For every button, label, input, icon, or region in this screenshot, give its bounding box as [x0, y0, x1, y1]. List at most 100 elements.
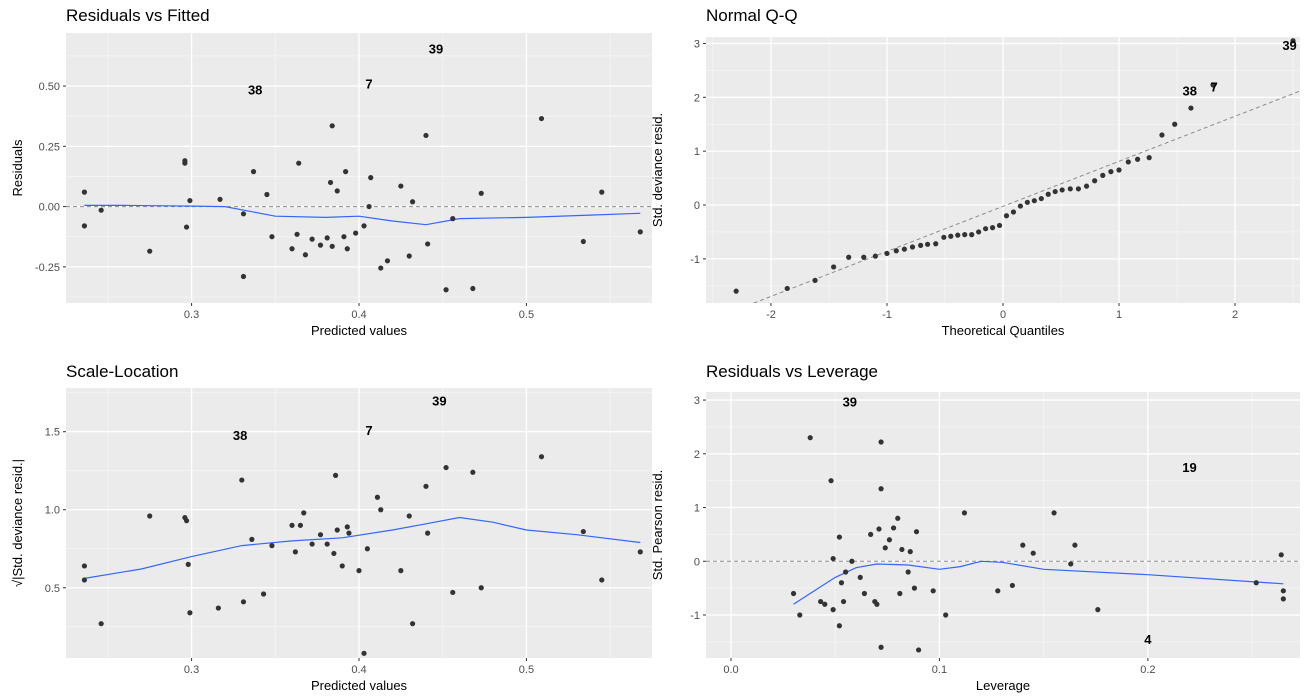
data-point: [843, 569, 849, 575]
data-point: [309, 236, 315, 242]
y-tick-label: 0: [694, 200, 700, 212]
data-point: [217, 196, 223, 202]
data-point: [840, 598, 847, 605]
data-point: [309, 541, 315, 547]
data-point: [378, 507, 384, 513]
data-point: [240, 599, 247, 605]
smooth-line: [84, 516, 641, 579]
data-point: [425, 530, 431, 536]
data-point: [249, 536, 255, 542]
data-point: [324, 235, 330, 241]
data-point: [1280, 588, 1286, 594]
data-point: [874, 601, 880, 607]
panel-2: 0.3 0.4 0.5 0.5 1.0 1.5 39 38 7 Predicted values √…: [10, 388, 652, 693]
data-point: [976, 229, 982, 235]
data-point: [260, 591, 267, 597]
data-point: [930, 588, 936, 594]
x-tick-label: 0.4: [351, 309, 366, 321]
data-point: [331, 550, 337, 557]
data-point: [339, 563, 345, 569]
data-point: [317, 532, 324, 538]
data-point: [81, 223, 88, 229]
data-point: [831, 264, 837, 270]
data-point: [353, 230, 359, 236]
data-point: [790, 590, 797, 597]
data-point: [1045, 191, 1051, 197]
qq-reference-line: [752, 90, 1300, 303]
y-tick-label: 0.00: [39, 202, 60, 214]
data-point: [907, 549, 913, 555]
data-point: [329, 243, 335, 249]
data-point: [797, 612, 803, 618]
data-point: [398, 568, 404, 574]
data-point: [289, 246, 295, 252]
smooth-line: [84, 204, 641, 226]
data-point: [344, 246, 350, 252]
point-label: 7: [1211, 80, 1218, 95]
data-point: [909, 244, 916, 250]
point-label: 39: [1282, 38, 1296, 53]
data-point: [269, 543, 275, 549]
y-tick-label: 2: [694, 449, 700, 461]
data-point: [361, 650, 367, 656]
point-label: 39: [843, 395, 857, 410]
data-point: [1052, 188, 1058, 195]
data-point: [962, 232, 968, 238]
data-point: [98, 621, 104, 627]
data-point: [147, 248, 153, 254]
panel-3: 0.0 0.1 0.2 -1 0 1 2 3 39 19 4 Leverage Std. Pearson…: [650, 392, 1300, 693]
data-point: [240, 211, 247, 217]
data-point: [443, 464, 449, 471]
data-point: [948, 233, 954, 239]
data-point: [296, 160, 302, 166]
data-point: [836, 534, 842, 540]
data-point: [187, 197, 193, 204]
data-point: [324, 541, 330, 547]
data-point: [895, 515, 901, 521]
data-point: [1092, 178, 1098, 184]
data-point: [1020, 542, 1026, 548]
data-point: [327, 179, 334, 186]
data-point: [185, 561, 191, 567]
data-point: [849, 558, 855, 564]
data-point: [289, 522, 295, 528]
y-tick-label: 0.50: [39, 81, 60, 93]
data-point: [830, 607, 836, 613]
data-point: [1030, 550, 1036, 556]
data-point: [580, 528, 586, 535]
data-point: [961, 510, 968, 516]
data-point: [996, 222, 1003, 229]
y-tick-label: 2: [694, 92, 700, 104]
data-point: [876, 526, 882, 532]
data-point: [302, 252, 309, 258]
data-point: [374, 494, 381, 500]
data-point: [995, 588, 1001, 594]
data-point: [1068, 561, 1074, 567]
data-point: [878, 644, 884, 650]
data-point: [1134, 156, 1141, 162]
data-point: [364, 546, 370, 552]
data-point: [1010, 209, 1017, 215]
point-label: 38: [233, 428, 247, 443]
x-axis-title: Predicted values: [311, 323, 408, 338]
plot-content: [81, 454, 643, 656]
data-point: [580, 238, 586, 245]
data-point: [1009, 582, 1015, 589]
data-point: [1125, 159, 1131, 165]
data-point: [361, 223, 367, 229]
y-tick-label: 1.0: [45, 505, 60, 517]
x-tick-label: -1: [882, 309, 892, 321]
data-point: [955, 232, 961, 238]
data-point: [878, 439, 884, 445]
data-point: [443, 287, 449, 293]
data-point: [334, 527, 340, 533]
panel-title: Normal Q-Q: [706, 6, 798, 25]
data-point: [982, 226, 989, 232]
data-point: [384, 258, 391, 264]
data-point: [915, 647, 922, 653]
data-point: [830, 555, 836, 562]
y-tick-label: 0.25: [39, 141, 60, 153]
data-point: [409, 199, 416, 205]
data-point: [398, 183, 404, 189]
data-point: [366, 203, 372, 210]
